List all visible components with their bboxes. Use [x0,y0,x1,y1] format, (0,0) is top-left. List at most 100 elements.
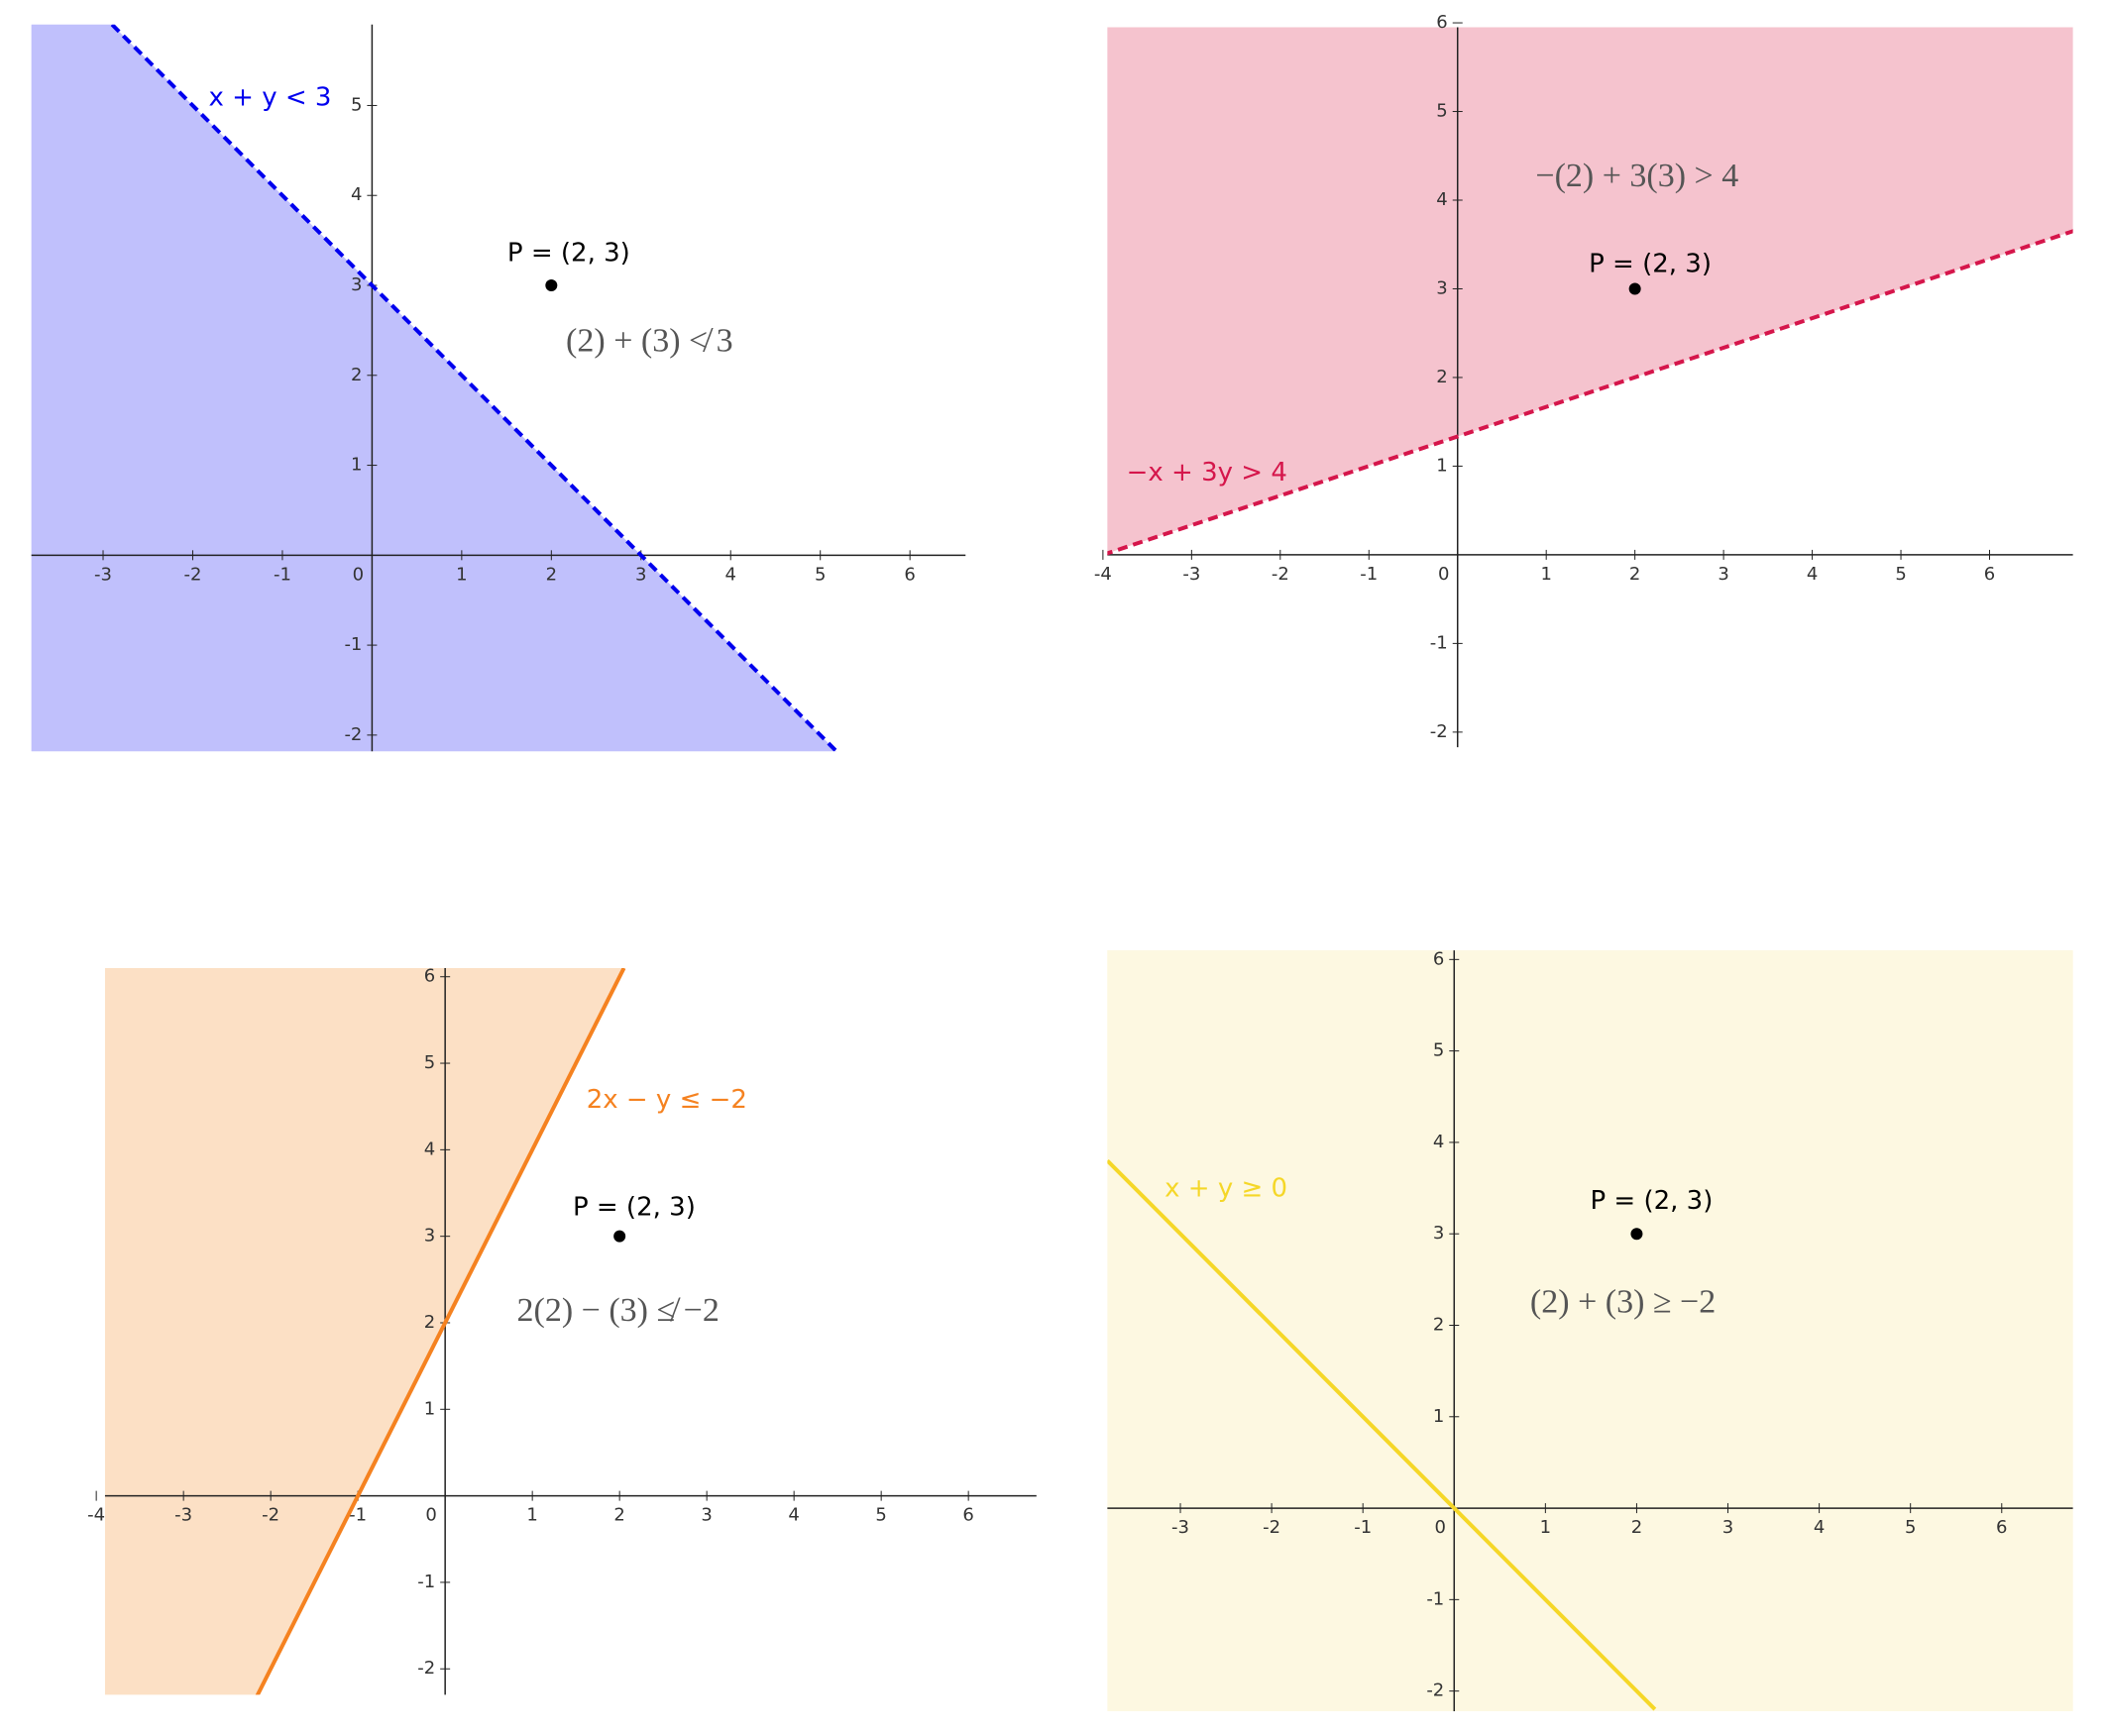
x-tick-label: 4 [1814,1517,1825,1538]
x-tick-label: 6 [1984,564,1995,585]
x-tick-label: -3 [174,1505,192,1526]
y-tick-label: -1 [1426,1588,1444,1609]
y-tick-label: 4 [1436,189,1447,210]
y-tick-label: 6 [1436,12,1447,33]
annotation: (2) + (3) ≮ 3 [566,323,733,360]
point [613,1230,626,1243]
y-tick-label: 3 [351,274,362,295]
y-tick-label: -2 [344,724,362,745]
x-tick-label: 2 [1629,564,1640,585]
boundary-line [110,24,839,752]
y-tick-label: 5 [1433,1040,1444,1061]
x-tick-label: -2 [1272,564,1289,585]
x-tick-label: -3 [1182,564,1200,585]
point-label: P = (2, 3) [507,238,630,268]
x-tick-label: 6 [962,1505,973,1526]
x-tick-label: -1 [349,1505,367,1526]
y-tick-label: 3 [1433,1223,1444,1244]
x-tick-label: 5 [1895,564,1906,585]
point [545,279,558,292]
y-tick-label: 5 [424,1052,435,1073]
x-tick-label: -2 [1263,1517,1280,1538]
point [1628,282,1641,295]
y-tick-label: 3 [424,1226,435,1247]
x-tick-label: 2 [613,1505,624,1526]
x-tick-label: 0 [1438,564,1449,585]
x-tick-label: 4 [1807,564,1818,585]
boundary-line [1107,1158,1657,1711]
x-tick-label: 1 [1540,1517,1551,1538]
y-tick-label: -2 [1426,1681,1444,1701]
y-tick-label: 4 [351,184,362,205]
y-tick-label: 1 [1436,455,1447,476]
boundary-line [255,967,626,1695]
x-tick-label: 2 [1631,1517,1642,1538]
x-tick-label: 0 [353,564,364,585]
x-tick-label: -4 [1094,564,1112,585]
x-tick-label: 0 [1435,1517,1446,1538]
y-tick-label: 2 [1436,367,1447,387]
x-tick-label: -1 [1360,564,1378,585]
y-tick-label: 1 [1433,1406,1444,1427]
x-tick-label: -1 [274,564,291,585]
y-tick-label: 1 [351,455,362,476]
y-tick-label: 4 [1433,1132,1444,1152]
y-tick-label: 6 [424,966,435,987]
y-tick-label: 2 [351,365,362,385]
x-tick-label: -3 [1171,1517,1189,1538]
x-tick-label: 4 [788,1505,799,1526]
x-tick-label: 3 [1718,564,1728,585]
x-tick-label: 6 [904,564,915,585]
y-tick-label: 6 [1433,948,1444,969]
x-tick-label: 4 [725,564,736,585]
x-tick-label: 3 [701,1505,712,1526]
y-tick-label: -1 [344,634,362,655]
point-label: P = (2, 3) [1590,1186,1713,1216]
inequality-label: x + y < 3 [209,83,332,113]
annotation: 2(2) − (3) ≰ −2 [517,1292,720,1329]
y-tick-label: 4 [424,1139,435,1159]
point [1630,1228,1643,1241]
annotation: (2) + (3) ≥ −2 [1530,1284,1716,1321]
y-tick-label: -1 [417,1572,435,1592]
point-label: P = (2, 3) [573,1193,696,1223]
x-tick-label: 0 [425,1505,436,1526]
x-tick-label: -1 [1354,1517,1372,1538]
x-tick-label: 3 [635,564,646,585]
x-tick-label: 1 [456,564,467,585]
y-tick-label: 3 [1436,277,1447,298]
boundary-line [1107,229,2073,556]
y-tick-label: 1 [424,1398,435,1419]
annotation: −(2) + 3(3) > 4 [1535,158,1738,194]
x-tick-label: -2 [184,564,202,585]
y-tick-label: -1 [1430,632,1448,653]
x-tick-label: -3 [94,564,112,585]
point-label: P = (2, 3) [1589,249,1712,278]
inequality-label: x + y ≥ 0 [1164,1173,1287,1203]
x-tick-label: 1 [526,1505,537,1526]
y-tick-label: -2 [1430,721,1448,742]
y-tick-label: 5 [351,94,362,115]
x-tick-label: 1 [1540,564,1551,585]
x-tick-label: 5 [875,1505,886,1526]
y-tick-label: 5 [1436,101,1447,122]
inequality-label: 2x − y ≤ −2 [587,1085,747,1115]
x-tick-label: 5 [815,564,826,585]
x-tick-label: -4 [87,1505,105,1526]
y-tick-label: -2 [417,1658,435,1679]
x-tick-label: 3 [1722,1517,1733,1538]
y-tick-label: 2 [1433,1314,1444,1335]
x-tick-label: 2 [546,564,557,585]
x-tick-label: -2 [262,1505,279,1526]
inequality-label: −x + 3y > 4 [1127,458,1287,488]
